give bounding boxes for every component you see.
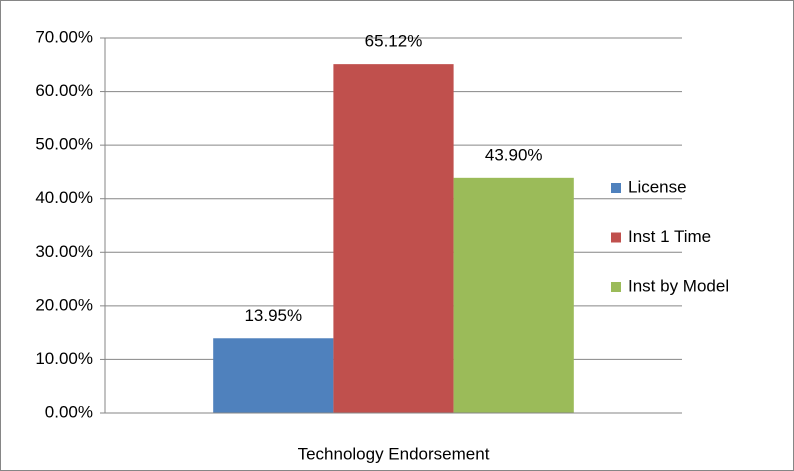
y-tick-label: 0.00% — [45, 402, 93, 421]
legend-label: Inst 1 Time — [628, 227, 711, 246]
legend-swatch — [611, 232, 621, 243]
legend-swatch — [611, 282, 621, 292]
x-tick-label: Technology Endorsement — [298, 444, 490, 463]
legend-label: Inst by Model — [628, 276, 729, 295]
bar — [213, 338, 334, 413]
y-tick-label: 50.00% — [35, 135, 93, 154]
y-tick-label: 20.00% — [35, 295, 93, 314]
y-tick-label: 60.00% — [35, 81, 93, 100]
legend-label: License — [628, 177, 687, 196]
y-tick-label: 10.00% — [35, 349, 93, 368]
y-tick-label: 30.00% — [35, 242, 93, 261]
data-label: 13.95% — [244, 306, 302, 325]
bar — [333, 64, 454, 414]
legend-swatch — [611, 183, 621, 193]
y-tick-label: 40.00% — [35, 188, 93, 207]
bar — [453, 177, 574, 413]
data-label: 43.90% — [485, 145, 543, 164]
y-tick-label: 70.00% — [35, 27, 93, 46]
data-label: 65.12% — [365, 32, 423, 51]
